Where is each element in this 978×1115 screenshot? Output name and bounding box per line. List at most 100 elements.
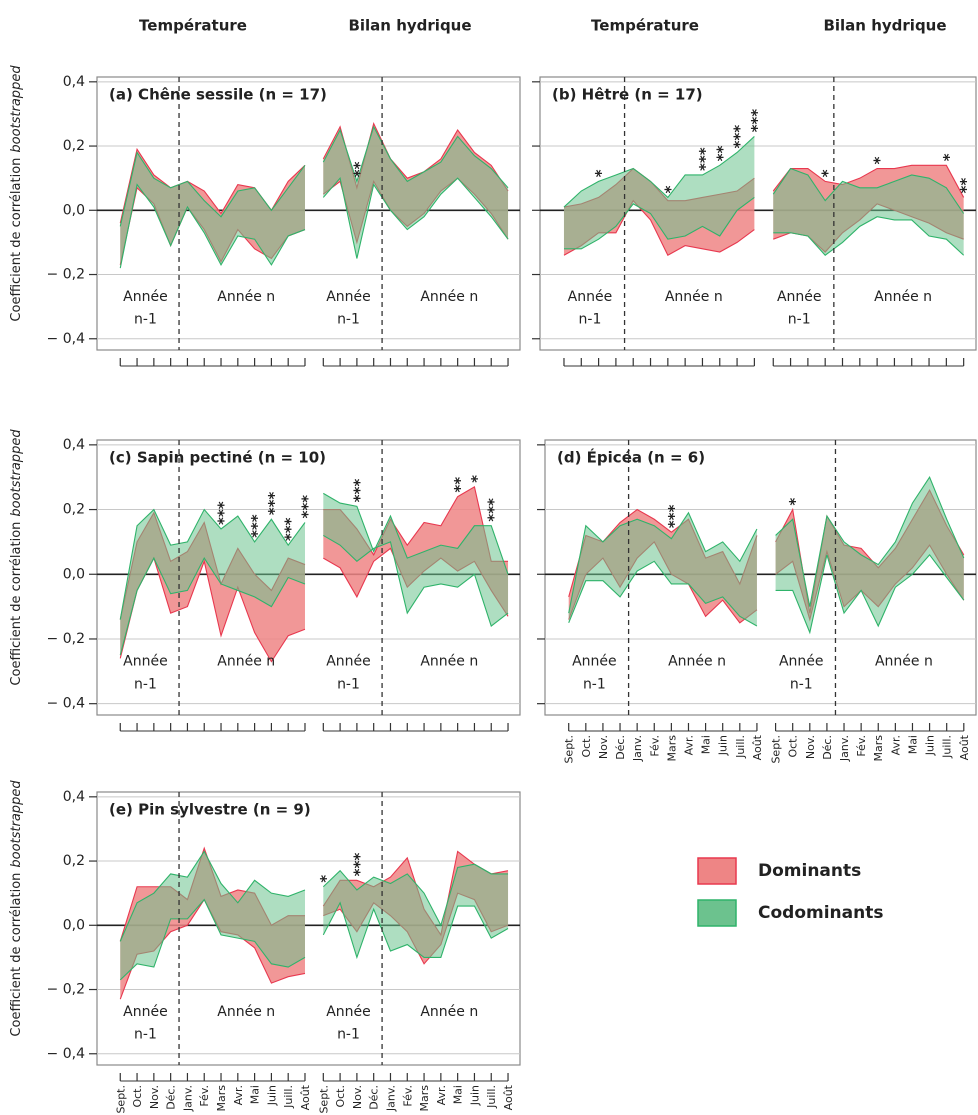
y-tick-label: 0,2	[63, 853, 85, 869]
x-tick-label: Janv.	[181, 1085, 194, 1112]
x-tick-label: Déc.	[368, 1085, 381, 1110]
period-label: Année	[123, 1004, 168, 1020]
band-lower-edge	[775, 553, 965, 635]
period-label: Année	[777, 289, 822, 305]
x-tick-label: Juill.	[734, 735, 747, 759]
band-upper-edge	[119, 147, 306, 224]
x-tick-label: Juin	[468, 1085, 481, 1106]
y-tick-label: − 0,4	[47, 696, 86, 712]
x-tick-label: Mai	[700, 735, 713, 754]
x-tick-label: Août	[958, 734, 971, 760]
period-label: Année	[123, 289, 168, 305]
significance-stars: ***	[691, 147, 709, 171]
y-tick-label: − 0,4	[47, 1046, 86, 1062]
band-upper-edge	[322, 863, 509, 927]
period-label: n-1	[579, 311, 602, 327]
band-lower-edge	[119, 183, 306, 269]
significance-stars: *	[781, 498, 799, 506]
x-tick-label: Déc.	[821, 735, 834, 760]
period-label: Année n	[217, 289, 275, 305]
period-label: Année	[326, 654, 371, 670]
x-tick-label: Juin	[717, 735, 730, 756]
x-tick-label: Déc.	[165, 1085, 178, 1110]
significance-stars: ***	[743, 109, 761, 133]
band-upper-edge	[775, 476, 965, 607]
significance-stars: ***	[243, 514, 261, 538]
column-header: Température	[139, 17, 247, 35]
y-axis-label-main: Coefficient de corrélation	[9, 158, 24, 322]
x-tick-label: Juill.	[282, 1085, 295, 1109]
x-tick-label: Oct.	[334, 1085, 347, 1108]
y-axis-label-italic: bootstrapped	[9, 65, 24, 153]
x-tick-label: Sept.	[317, 1085, 330, 1114]
y-tick-label: − 0,4	[47, 331, 86, 347]
significance-stars: *	[935, 153, 953, 161]
x-tick-label: Avr.	[435, 1085, 448, 1105]
y-axis-label-italic: bootstrapped	[9, 780, 24, 868]
x-tick-label: Juill.	[941, 735, 954, 759]
band-upper-edge	[323, 492, 509, 575]
x-tick-label: Nov.	[597, 735, 610, 759]
x-tick-label: Fév.	[855, 735, 868, 757]
y-axis-label-italic: bootstrapped	[9, 429, 24, 517]
significance-stars: *	[587, 170, 605, 178]
x-tick-label: Nov.	[804, 735, 817, 759]
significance-stars: **	[345, 162, 363, 178]
significance-stars: ***	[726, 125, 744, 149]
significance-stars: ***	[260, 492, 278, 516]
y-tick-label: 0,0	[63, 566, 85, 582]
band-upper-edge	[119, 850, 306, 942]
band-upper-edge	[322, 125, 509, 189]
y-tick-label: 0,0	[63, 202, 85, 218]
period-label: Année n	[420, 289, 478, 305]
x-tick-label: Avr.	[682, 735, 695, 755]
significance-stars: *	[814, 170, 832, 178]
y-tick-label: 0,4	[63, 789, 85, 805]
significance-stars: *	[463, 475, 481, 483]
band-lower-edge	[323, 534, 509, 627]
significance-stars: ***	[210, 501, 228, 525]
band	[775, 477, 964, 633]
band-lower-edge	[119, 898, 306, 981]
significance-stars: ***	[660, 505, 678, 529]
panel: Année n-1 Année n Sept. Oct. Nov. Déc. Janv. Fév…	[537, 439, 977, 764]
x-tick-label: Sept.	[770, 735, 783, 764]
period-label: Année	[326, 1004, 371, 1020]
significance-stars: **	[446, 477, 464, 493]
band	[773, 168, 964, 256]
period-label: n-1	[337, 1026, 360, 1042]
band-lower-edge	[322, 901, 509, 960]
y-tick-label: − 0,2	[47, 982, 85, 998]
panel-title: (b) Hêtre (n = 17)	[552, 86, 703, 104]
legend-label: Dominants	[758, 861, 861, 881]
period-label: Année	[568, 289, 613, 305]
x-tick-label: Mai	[249, 1085, 262, 1104]
x-tick-label: Sept.	[114, 1085, 127, 1114]
period-label: n-1	[790, 676, 813, 692]
period-label: Année	[572, 654, 617, 670]
period-label: Année n	[217, 1004, 275, 1020]
period-label: Année n	[668, 654, 726, 670]
x-tick-label: Fév.	[401, 1085, 414, 1107]
period-label: Année	[123, 654, 168, 670]
band	[323, 864, 509, 958]
x-tick-label: Nov.	[148, 1085, 161, 1109]
x-tick-label: Août	[299, 1084, 312, 1110]
panel-title: (c) Sapin pectiné (n = 10)	[109, 449, 326, 467]
band	[323, 486, 509, 617]
band	[323, 126, 509, 259]
x-tick-label: Mai	[452, 1085, 465, 1104]
period-label: Année n	[665, 289, 723, 305]
x-tick-label: Août	[502, 1084, 515, 1110]
y-axis-label: Coefficient de corrélation bootstrapped	[9, 780, 24, 1037]
period-label: Année n	[217, 654, 275, 670]
band-upper-edge	[772, 164, 965, 198]
x-tick-label: Août	[751, 734, 764, 760]
column-header: Bilan hydrique	[823, 17, 946, 35]
period-label: n-1	[788, 311, 811, 327]
y-tick-label: − 0,2	[47, 631, 85, 647]
x-tick-label: Nov.	[351, 1085, 364, 1109]
x-tick-label: Oct.	[580, 735, 593, 758]
period-label: n-1	[583, 676, 606, 692]
